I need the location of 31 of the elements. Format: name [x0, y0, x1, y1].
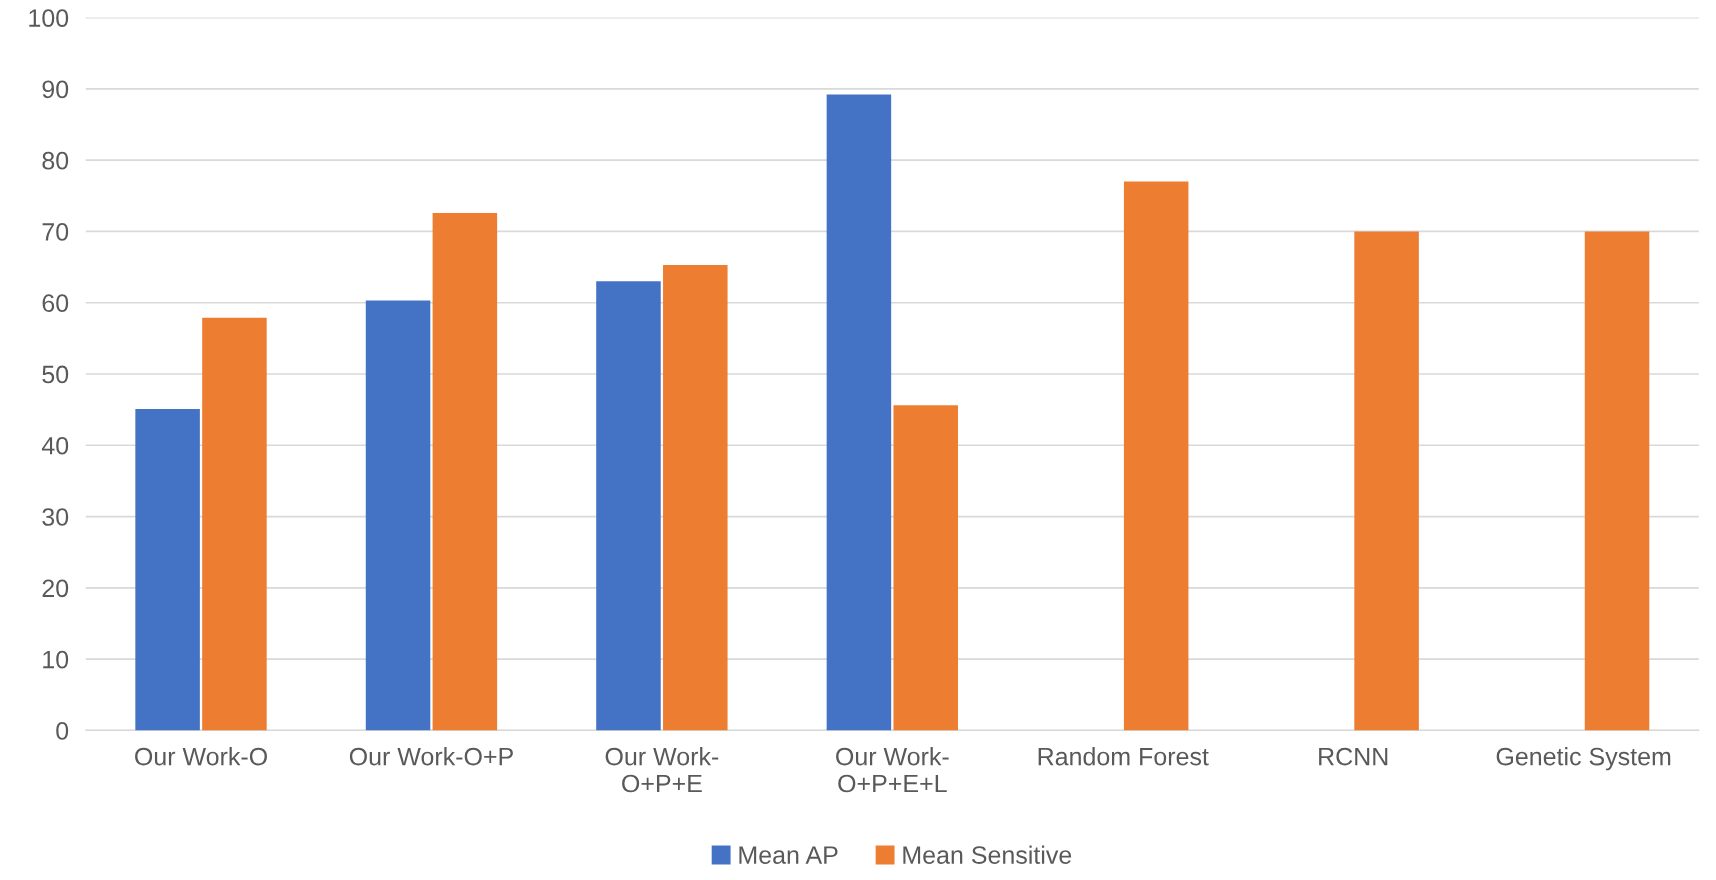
y-tick-label: 20 [42, 579, 69, 598]
y-tick-label: 60 [42, 294, 69, 313]
bar [1354, 231, 1419, 731]
x-tick-label: RCNN [1319, 747, 1388, 766]
bar [663, 264, 728, 731]
bar [596, 281, 661, 731]
y-tick-label: 100 [29, 9, 69, 27]
x-tick-label: Genetic System [1496, 747, 1671, 771]
legend-label: Mean AP [739, 846, 838, 864]
x-tick-label: Random Forest [1038, 747, 1209, 766]
legend-label: Mean Sensitive [903, 845, 1072, 864]
y-tick-label: 10 [43, 650, 69, 669]
y-tick-label: 40 [41, 436, 69, 455]
x-tick-label: Our Work-O [135, 747, 267, 766]
bar [432, 212, 498, 731]
y-tick-label: 90 [42, 80, 69, 99]
x-tick-label: Our Work- O+P+E [605, 747, 719, 793]
bar [1584, 231, 1650, 731]
y-tick-label: 30 [42, 508, 69, 526]
y-tick-label: 80 [42, 151, 69, 170]
x-tick-label: Our Work- O+P+E+L [836, 747, 949, 793]
bar [1123, 181, 1189, 731]
y-tick-label: 50 [42, 365, 69, 384]
bar [365, 300, 431, 731]
bar [893, 405, 958, 731]
y-tick-label: 0 [56, 722, 69, 740]
bar [135, 408, 200, 731]
y-tick-label: 70 [42, 223, 69, 241]
bar [826, 94, 892, 731]
bar [202, 317, 267, 731]
x-tick-label: Our Work-O+P [349, 747, 513, 766]
